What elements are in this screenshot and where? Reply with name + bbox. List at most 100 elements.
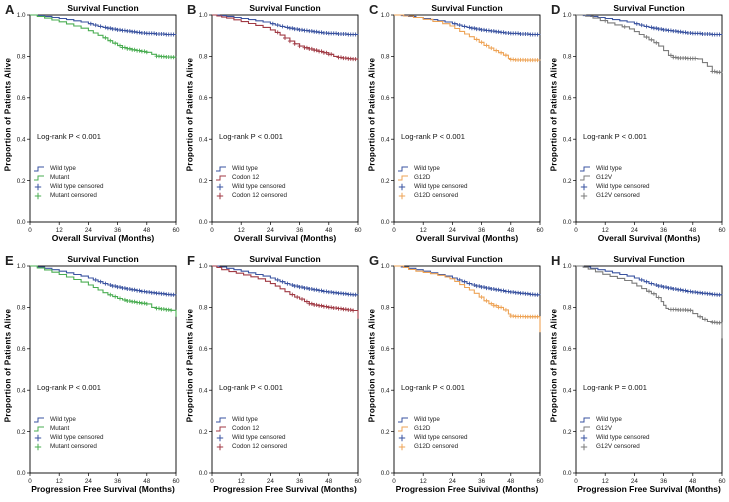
legend-item: Codon 12 <box>215 424 287 433</box>
panel-title: Survival Function <box>249 3 321 13</box>
svg-text:0.6: 0.6 <box>381 346 390 353</box>
svg-text:0: 0 <box>392 478 396 485</box>
panel-letter: B <box>187 2 197 17</box>
legend: Wild type Mutant Wild type censored Muta… <box>33 164 104 200</box>
svg-text:0.2: 0.2 <box>563 178 572 185</box>
svg-text:1.0: 1.0 <box>199 263 208 270</box>
legend-item: Wild type censored <box>579 182 650 191</box>
survival-panel: G Survival Function Proportion of Patien… <box>364 251 546 502</box>
svg-text:36: 36 <box>114 227 122 234</box>
svg-text:0.4: 0.4 <box>381 136 390 143</box>
svg-text:0.8: 0.8 <box>563 54 572 61</box>
svg-text:24: 24 <box>631 478 639 485</box>
plus-censor-icon <box>215 434 229 442</box>
legend-label: Wild type censored <box>414 434 468 441</box>
svg-text:36: 36 <box>296 478 304 485</box>
legend-label: Mutant <box>50 174 70 181</box>
legend-label: Wild type censored <box>232 183 286 190</box>
svg-text:60: 60 <box>172 227 180 234</box>
plus-censor-icon <box>33 183 47 191</box>
legend-label: Codon 12 censored <box>232 443 287 450</box>
legend-label: G12D <box>414 425 431 432</box>
log-rank-p-value: Log-rank P < 0.001 <box>219 383 283 392</box>
legend-item: Mutant <box>33 173 104 182</box>
legend-item: Wild type censored <box>215 182 287 191</box>
svg-text:60: 60 <box>354 478 362 485</box>
svg-text:12: 12 <box>420 478 428 485</box>
svg-text:0.2: 0.2 <box>17 429 26 436</box>
legend-label: G12V censored <box>596 192 640 199</box>
log-rank-p-value: Log-rank P < 0.001 <box>583 132 647 141</box>
step-line-icon <box>397 174 411 182</box>
legend-item: Mutant censored <box>33 191 104 200</box>
legend-label: Wild type censored <box>596 434 650 441</box>
legend: Wild type Codon 12 Wild type censored Co… <box>215 164 287 200</box>
svg-text:0.8: 0.8 <box>17 305 26 312</box>
legend-item: Mutant <box>33 424 104 433</box>
svg-text:0: 0 <box>210 227 214 234</box>
x-axis-label: Overall Survival (Months) <box>233 233 337 243</box>
panel-letter: E <box>5 253 14 268</box>
plus-censor-icon <box>33 434 47 442</box>
legend: Wild type Codon 12 Wild type censored Co… <box>215 415 287 451</box>
kaplan-meier-plot: 1.0 0.8 0.6 0.4 0.2 0.00 12 24 36 48 60 <box>199 12 362 234</box>
legend-item: G12V <box>579 424 650 433</box>
svg-text:0.6: 0.6 <box>199 346 208 353</box>
legend-label: Mutant <box>50 425 70 432</box>
svg-text:36: 36 <box>296 227 304 234</box>
svg-text:0.4: 0.4 <box>381 387 390 394</box>
plus-censor-icon <box>215 192 229 200</box>
svg-text:48: 48 <box>143 227 151 234</box>
x-axis-label: Progression Free Suivival (Months) <box>395 484 539 494</box>
legend-item: G12D <box>397 173 468 182</box>
log-rank-p-value: Log-rank P < 0.001 <box>37 383 101 392</box>
svg-text:0: 0 <box>574 478 578 485</box>
legend-label: Wild type censored <box>414 183 468 190</box>
legend-item: Codon 12 censored <box>215 442 287 451</box>
plus-censor-icon <box>397 183 411 191</box>
svg-text:0.2: 0.2 <box>199 178 208 185</box>
svg-text:0.6: 0.6 <box>563 346 572 353</box>
svg-text:48: 48 <box>689 227 697 234</box>
legend-item: Wild type censored <box>215 433 287 442</box>
svg-text:0.6: 0.6 <box>17 95 26 102</box>
svg-text:0.6: 0.6 <box>199 95 208 102</box>
kaplan-meier-plot: 1.0 0.8 0.6 0.4 0.2 0.00 12 24 36 48 60 <box>17 263 180 485</box>
step-line-icon <box>397 425 411 433</box>
svg-text:0.0: 0.0 <box>563 470 572 477</box>
log-rank-p-value: Log-rank P = 0.001 <box>583 383 647 392</box>
svg-text:24: 24 <box>449 478 457 485</box>
svg-text:0.2: 0.2 <box>381 178 390 185</box>
legend-label: G12D censored <box>414 192 459 199</box>
survival-panel: D Survival Function Proportion of Patien… <box>546 0 728 251</box>
svg-text:0.0: 0.0 <box>199 470 208 477</box>
survival-panel: C Survival Function Proportion of Patien… <box>364 0 546 251</box>
kaplan-meier-plot: 1.0 0.8 0.6 0.4 0.2 0.00 12 24 36 48 60 <box>199 263 362 485</box>
legend-item: Wild type censored <box>397 433 468 442</box>
plus-censor-icon <box>215 443 229 451</box>
svg-text:48: 48 <box>689 478 697 485</box>
survival-panel: F Survival Function Proportion of Patien… <box>182 251 364 502</box>
legend-item: Codon 12 censored <box>215 191 287 200</box>
svg-text:48: 48 <box>325 227 333 234</box>
svg-text:0.2: 0.2 <box>563 429 572 436</box>
legend-label: G12D censored <box>414 443 459 450</box>
svg-text:0.8: 0.8 <box>199 54 208 61</box>
panel-letter: G <box>369 253 380 268</box>
svg-text:12: 12 <box>420 227 428 234</box>
svg-text:0.2: 0.2 <box>199 429 208 436</box>
x-axis-label: Overall Survival (Months) <box>597 233 701 243</box>
svg-text:36: 36 <box>660 227 668 234</box>
step-line-icon <box>579 425 593 433</box>
svg-text:0.4: 0.4 <box>563 387 572 394</box>
legend-label: Mutant censored <box>50 443 97 450</box>
plus-censor-icon <box>397 443 411 451</box>
legend-item: Wild type <box>215 164 287 173</box>
svg-text:0.4: 0.4 <box>199 136 208 143</box>
legend-label: Mutant censored <box>50 192 97 199</box>
svg-text:48: 48 <box>507 227 515 234</box>
svg-text:0: 0 <box>28 478 32 485</box>
legend-item: Wild type <box>397 164 468 173</box>
svg-text:0.8: 0.8 <box>17 54 26 61</box>
